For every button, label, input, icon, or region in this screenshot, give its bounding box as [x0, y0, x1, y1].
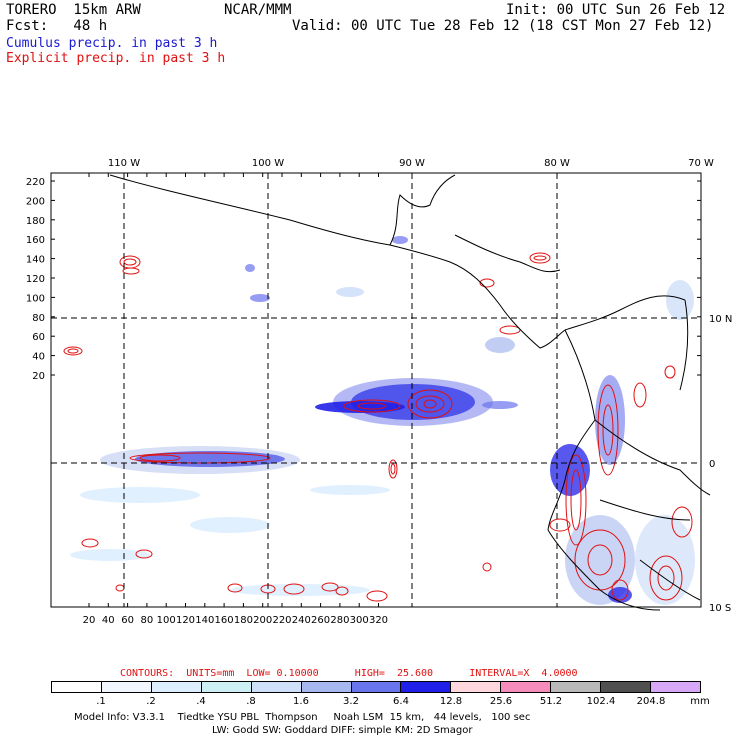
init-time: Init: 00 UTC Sun 26 Feb 12 — [506, 2, 726, 18]
color-bar-swatch — [52, 682, 102, 692]
color-bar-bin-label: 3.2 — [343, 696, 359, 707]
color-bar-swatch — [601, 682, 652, 692]
x-tick-label: 40 — [102, 615, 115, 626]
y-tick-label: 60 — [32, 332, 45, 343]
color-bar-bin-label: .4 — [196, 696, 206, 707]
lon-label: 80 W — [544, 158, 570, 169]
color-bar-swatch — [401, 682, 452, 692]
color-bar-bin-label: .8 — [246, 696, 256, 707]
x-tick-label: 180 — [234, 615, 253, 626]
forecast-hour: Fcst: 48 h — [6, 18, 108, 34]
color-bar-swatch — [351, 682, 402, 692]
y-tick-label: 120 — [26, 274, 45, 285]
org-label: NCAR/MMM — [224, 2, 292, 18]
lon-label: 70 W — [688, 158, 714, 169]
color-bar-bin-label: .2 — [146, 696, 156, 707]
lat-label: 10 N — [709, 314, 732, 325]
x-tick-label: 80 — [141, 615, 154, 626]
y-tick-label: 220 — [26, 177, 45, 188]
color-bar-swatch — [101, 682, 152, 692]
x-tick-label: 20 — [83, 615, 96, 626]
model-physics: LW: Godd SW: Goddard DIFF: simple KM: 2D… — [212, 725, 473, 736]
x-tick-label: 140 — [195, 615, 214, 626]
lat-label: 10 S — [709, 603, 731, 614]
color-bar-bin-label: 1.6 — [293, 696, 309, 707]
y-tick-label: 140 — [26, 255, 45, 266]
x-tick-label: 60 — [121, 615, 134, 626]
lon-label: 90 W — [399, 158, 425, 169]
valid-time: Valid: 00 UTC Tue 28 Feb 12 (18 CST Mon … — [292, 18, 714, 34]
y-tick-label: 100 — [26, 293, 45, 304]
color-bar-swatch — [451, 682, 502, 692]
x-tick-label: 240 — [292, 615, 311, 626]
explicit-precip-contours — [63, 252, 693, 602]
y-tick-label: 180 — [26, 216, 45, 227]
x-tick-label: 200 — [253, 615, 272, 626]
contours-info: CONTOURS: UNITS=mm LOW= 0.10000 HIGH= 25… — [120, 668, 578, 679]
color-bar-swatch — [151, 682, 202, 692]
x-tick-label: 100 — [157, 615, 176, 626]
color-bar-swatch — [201, 682, 252, 692]
color-bar-swatch — [551, 682, 602, 692]
color-bar-bin-label: 204.8 — [636, 696, 666, 707]
color-bar-bin-label: 25.6 — [489, 696, 513, 707]
color-bar-bin-label: 102.4 — [586, 696, 616, 707]
lon-label: 100 W — [252, 158, 284, 169]
lon-label: 110 W — [108, 158, 140, 169]
color-bar-bin-label: 6.4 — [393, 696, 409, 707]
color-bar-swatch — [501, 682, 552, 692]
color-bar-swatch — [651, 682, 700, 692]
graticule — [51, 173, 701, 607]
map-frame — [50, 172, 702, 608]
y-tick-label: 20 — [32, 371, 45, 382]
field-explicit-label: Explicit precip. in past 3 h — [6, 51, 226, 66]
cumulus-precip-shading — [70, 236, 695, 605]
x-tick-label: 120 — [176, 615, 195, 626]
model-title: TORERO 15km ARW — [6, 2, 141, 18]
y-tick-label: 40 — [32, 352, 45, 363]
x-tick-label: 280 — [330, 615, 349, 626]
model-info: Model Info: V3.3.1 Tiedtke YSU PBL Thomp… — [74, 712, 531, 723]
y-tick-label: 160 — [26, 235, 45, 246]
x-tick-label: 260 — [311, 615, 330, 626]
color-bar-swatch — [251, 682, 302, 692]
color-bar-bin-label: .1 — [96, 696, 106, 707]
x-tick-label: 160 — [215, 615, 234, 626]
color-bar — [51, 681, 701, 693]
color-bar-swatch — [301, 682, 352, 692]
field-cumulus-label: Cumulus precip. in past 3 h — [6, 36, 218, 51]
color-bar-unit: mm — [690, 696, 710, 707]
y-tick-label: 80 — [32, 313, 45, 324]
y-tick-label: 200 — [26, 196, 45, 207]
x-tick-label: 300 — [350, 615, 369, 626]
x-tick-label: 220 — [272, 615, 291, 626]
x-tick-label: 320 — [369, 615, 388, 626]
color-bar-bin-label: 12.8 — [439, 696, 463, 707]
lat-label: 0 — [709, 459, 715, 470]
color-bar-bin-label: 51.2 — [539, 696, 563, 707]
